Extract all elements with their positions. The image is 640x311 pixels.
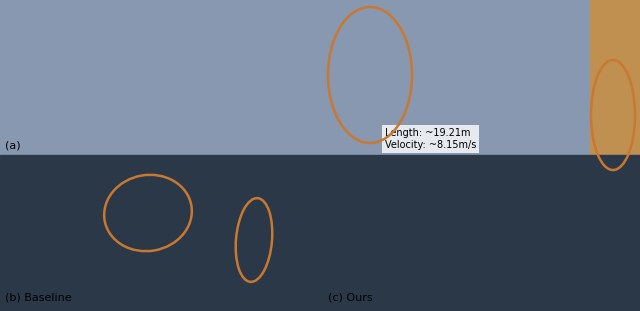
Bar (590, 0, 640, 155)
Text: (a): (a) (5, 140, 20, 150)
Bar (0, 0, 330, 155)
Bar (320, 155, 640, 311)
Text: (b) Baseline: (b) Baseline (5, 292, 72, 302)
Text: Length: ~19.21m
Velocity: ~8.15m/s: Length: ~19.21m Velocity: ~8.15m/s (385, 128, 476, 150)
Text: (c) Ours: (c) Ours (328, 292, 372, 302)
Bar (330, 0, 620, 155)
Bar (0, 155, 320, 311)
